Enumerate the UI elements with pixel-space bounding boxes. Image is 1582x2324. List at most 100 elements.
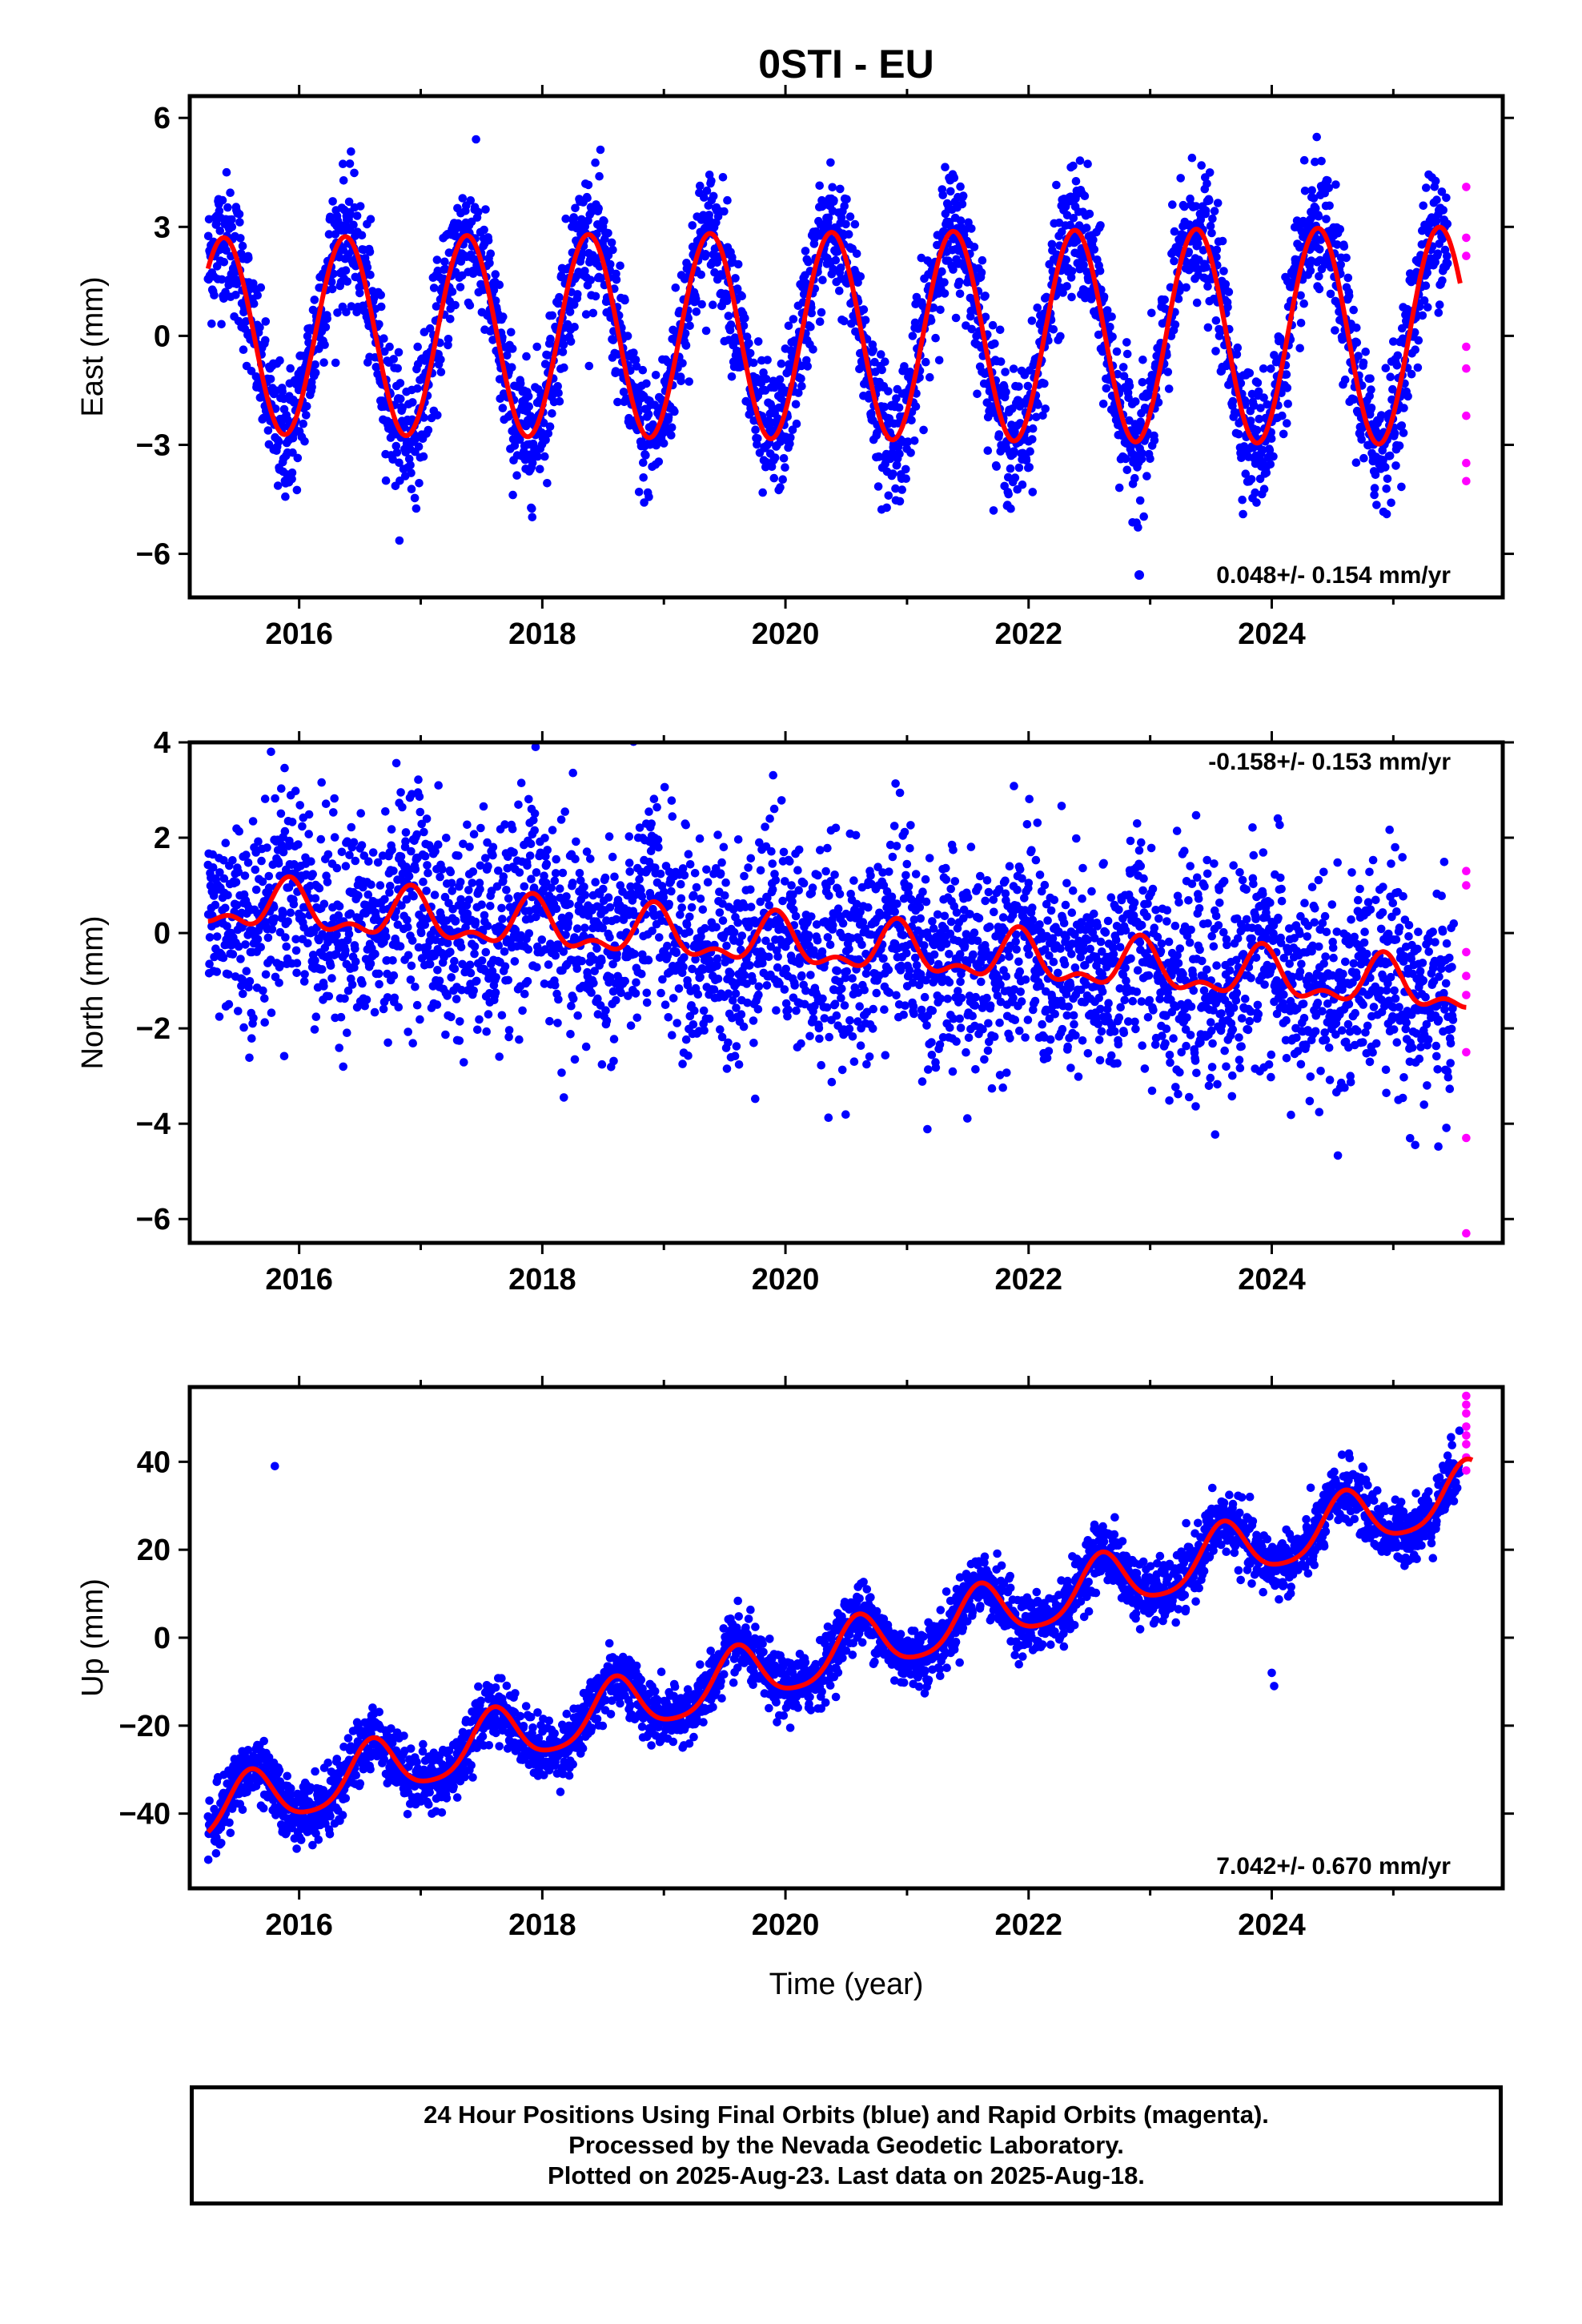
final-point xyxy=(677,376,685,386)
final-point xyxy=(559,947,568,956)
final-point xyxy=(1014,382,1023,392)
final-point xyxy=(1296,319,1306,328)
final-point xyxy=(607,238,616,247)
final-point xyxy=(1112,347,1122,356)
final-point xyxy=(441,1030,450,1039)
final-point xyxy=(554,995,563,1004)
final-point xyxy=(409,891,418,901)
final-point xyxy=(882,503,891,513)
final-point xyxy=(576,876,585,885)
final-point xyxy=(423,861,432,870)
final-point xyxy=(281,492,290,501)
final-point xyxy=(497,1011,507,1020)
final-point xyxy=(555,396,564,406)
final-point xyxy=(554,388,563,398)
final-point xyxy=(604,228,612,238)
final-point xyxy=(411,865,420,874)
final-point xyxy=(215,227,225,235)
final-point xyxy=(884,491,893,501)
final-point xyxy=(1138,356,1147,364)
final-point xyxy=(1245,368,1255,378)
rapid-point xyxy=(1462,233,1471,243)
final-point xyxy=(303,332,312,341)
final-point xyxy=(602,1016,612,1025)
final-point xyxy=(938,267,946,276)
final-point xyxy=(396,379,405,388)
final-point xyxy=(1266,460,1275,469)
final-point xyxy=(1236,379,1246,388)
final-point xyxy=(1377,411,1386,420)
final-point xyxy=(476,823,485,833)
final-point xyxy=(544,960,553,969)
rapid-point xyxy=(1462,411,1471,420)
final-point xyxy=(861,316,870,325)
data-points xyxy=(203,132,1471,545)
final-point xyxy=(831,255,841,265)
final-point xyxy=(527,875,536,883)
final-point xyxy=(438,865,447,874)
final-point xyxy=(593,994,602,1003)
final-point xyxy=(1357,435,1366,444)
final-point xyxy=(729,905,738,914)
final-point xyxy=(761,457,771,467)
final-point xyxy=(279,847,288,857)
final-point xyxy=(697,270,705,279)
final-point xyxy=(286,908,295,917)
final-point xyxy=(418,914,427,923)
final-point xyxy=(392,448,402,457)
final-point xyxy=(609,1056,618,1066)
final-point xyxy=(696,181,705,191)
final-point xyxy=(285,836,294,846)
final-point xyxy=(660,782,669,792)
final-point xyxy=(486,902,495,911)
final-point xyxy=(707,176,716,186)
rate-label: 0.048+/- 0.154 mm/yr xyxy=(1216,562,1451,589)
final-point xyxy=(310,296,319,304)
final-point xyxy=(352,211,362,220)
final-point xyxy=(733,918,742,927)
final-point xyxy=(631,989,640,998)
final-point xyxy=(446,315,455,324)
final-point xyxy=(219,874,229,883)
final-point xyxy=(295,801,305,810)
final-point xyxy=(219,258,229,267)
final-point xyxy=(568,994,578,1003)
final-point xyxy=(926,316,936,325)
final-point xyxy=(351,957,360,967)
final-point xyxy=(465,960,475,970)
final-point xyxy=(404,1027,412,1036)
final-point xyxy=(784,321,793,331)
final-point xyxy=(1069,214,1078,223)
final-point xyxy=(355,288,364,298)
final-point xyxy=(528,504,536,513)
final-point xyxy=(540,452,549,461)
final-point xyxy=(215,207,224,215)
final-point xyxy=(1176,174,1185,183)
final-point xyxy=(608,852,617,862)
final-point xyxy=(941,163,950,171)
final-point xyxy=(222,167,231,177)
final-point xyxy=(1232,350,1242,359)
final-point xyxy=(692,295,701,304)
final-point xyxy=(379,334,388,344)
final-point xyxy=(215,1012,224,1021)
final-point xyxy=(836,184,845,194)
final-point xyxy=(620,296,629,305)
final-point xyxy=(371,949,379,959)
final-point xyxy=(403,915,412,925)
final-point xyxy=(398,869,408,879)
final-point xyxy=(555,292,564,302)
final-point xyxy=(681,820,690,830)
final-point xyxy=(275,356,284,365)
final-point xyxy=(504,1032,513,1042)
final-point xyxy=(219,294,228,304)
final-point xyxy=(681,329,690,338)
final-point xyxy=(476,861,485,870)
final-point xyxy=(1174,294,1183,304)
final-point xyxy=(690,1006,699,1015)
final-point xyxy=(499,872,508,881)
final-point xyxy=(363,890,373,899)
final-point xyxy=(970,243,979,251)
final-point xyxy=(203,231,213,241)
x-tick-label: 2022 xyxy=(995,617,1063,651)
